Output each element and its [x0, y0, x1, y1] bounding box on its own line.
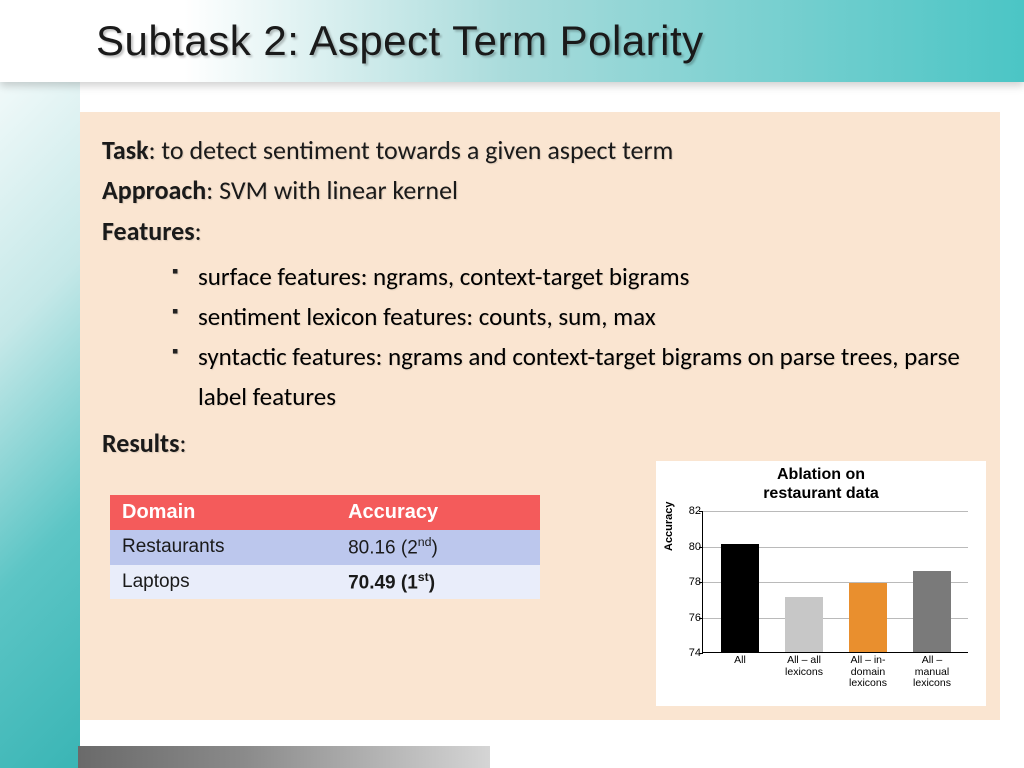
results-table: Domain Accuracy Restaurants80.16 (2nd)La… — [110, 495, 540, 599]
list-item: surface features: ngrams, context-target… — [172, 257, 978, 297]
features-list: surface features: ngrams, context-target… — [172, 257, 978, 417]
ytick-label: 82 — [679, 505, 701, 517]
slide-title: Subtask 2: Aspect Term Polarity — [96, 17, 704, 65]
results-line: Results: — [102, 423, 978, 463]
table-row: Restaurants80.16 (2nd) — [110, 530, 540, 564]
task-text: : to detect sentiment towards a given as… — [149, 134, 674, 166]
features-colon: : — [195, 215, 202, 247]
title-bar: Subtask 2: Aspect Term Polarity — [0, 0, 1024, 82]
grid-line — [703, 511, 968, 512]
list-item: syntactic features: ngrams and context-t… — [172, 337, 978, 417]
xtick-label: All – in-domainlexicons — [840, 655, 896, 690]
chart-title-l1: Ablation on — [777, 466, 865, 483]
results-label: Results — [102, 427, 179, 459]
cell-accuracy: 70.49 (1st) — [336, 565, 540, 599]
list-item: sentiment lexicon features: counts, sum,… — [172, 297, 978, 337]
table-body: Restaurants80.16 (2nd)Laptops70.49 (1st) — [110, 530, 540, 599]
task-line: Task: to detect sentiment towards a give… — [102, 130, 978, 170]
ytick-label: 74 — [679, 647, 701, 659]
chart-plot-area: 7476788082AllAll – alllexiconsAll – in-d… — [702, 511, 968, 653]
table-header-row: Domain Accuracy — [110, 495, 540, 530]
content-box: Task: to detect sentiment towards a give… — [80, 112, 1000, 720]
task-label: Task — [102, 134, 149, 166]
background-gradient — [0, 0, 80, 768]
approach-text: : SVM with linear kernel — [206, 174, 458, 206]
xtick-label: All — [712, 655, 768, 667]
ytick-label: 76 — [679, 612, 701, 624]
chart-title: Ablation on restaurant data — [656, 461, 986, 503]
results-colon: : — [179, 427, 186, 459]
ablation-chart: Ablation on restaurant data Accuracy 747… — [656, 461, 986, 706]
features-line: Features: — [102, 211, 978, 251]
bar — [785, 597, 823, 652]
chart-title-l2: restaurant data — [763, 485, 879, 502]
footer-bar — [78, 746, 490, 768]
xtick-label: All – alllexicons — [776, 655, 832, 678]
xtick-label: All –manuallexicons — [904, 655, 960, 690]
features-label: Features — [102, 215, 195, 247]
cell-accuracy: 80.16 (2nd) — [336, 530, 540, 564]
chart-ylabel: Accuracy — [663, 501, 675, 551]
col-accuracy: Accuracy — [336, 495, 540, 530]
ytick-label: 80 — [679, 541, 701, 553]
col-domain: Domain — [110, 495, 336, 530]
bar — [913, 571, 951, 653]
table-row: Laptops70.49 (1st) — [110, 565, 540, 599]
approach-label: Approach — [102, 174, 206, 206]
cell-domain: Laptops — [110, 565, 336, 599]
ytick-label: 78 — [679, 576, 701, 588]
cell-domain: Restaurants — [110, 530, 336, 564]
bar — [849, 583, 887, 652]
approach-line: Approach: SVM with linear kernel — [102, 170, 978, 210]
bar — [721, 544, 759, 652]
